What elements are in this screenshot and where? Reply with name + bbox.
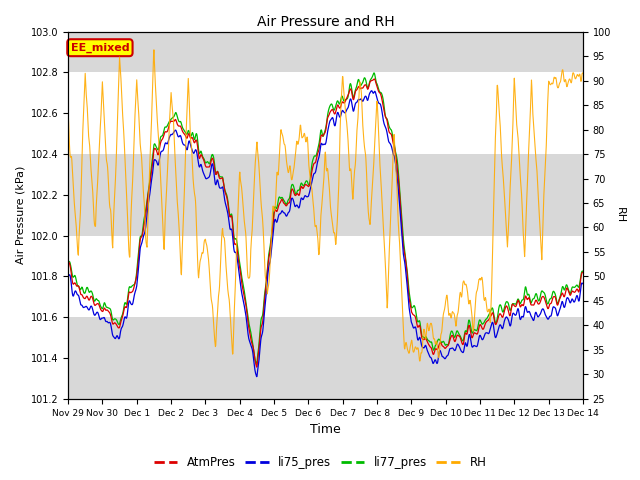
Title: Air Pressure and RH: Air Pressure and RH	[257, 15, 394, 29]
Bar	[68, 72, 583, 154]
Bar	[68, 236, 583, 317]
Bar	[68, 154, 583, 236]
Legend: AtmPres, li75_pres, li77_pres, RH: AtmPres, li75_pres, li77_pres, RH	[149, 452, 491, 474]
Y-axis label: RH: RH	[615, 207, 625, 223]
X-axis label: Time: Time	[310, 423, 341, 436]
Bar	[68, 317, 583, 399]
Bar	[68, 21, 583, 72]
Y-axis label: Air Pressure (kPa): Air Pressure (kPa)	[15, 166, 25, 264]
Text: EE_mixed: EE_mixed	[70, 43, 129, 53]
